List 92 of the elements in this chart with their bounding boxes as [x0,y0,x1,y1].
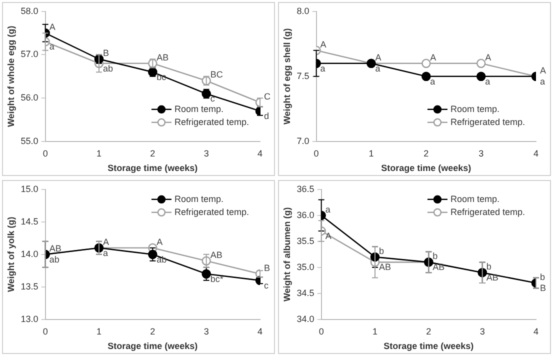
annotation: B [264,262,270,273]
y-tick-label: 14.5 [20,216,38,226]
x-tick-label: 3 [204,148,209,158]
x-tick-label: 1 [368,148,374,158]
annotation: A [325,230,332,241]
y-tick-label: 15.0 [20,184,38,194]
annotation: c [264,280,269,290]
x-axis-title: Storage time (weeks) [108,163,198,174]
y-tick-label: 14.0 [20,248,38,259]
x-axis-title: Storage time (weeks) [384,341,474,352]
y-tick-label: 36.5 [296,184,314,194]
x-tick-label: 0 [314,148,319,158]
annotation: AB [432,262,445,272]
annotation: ab [49,254,60,264]
x-tick-label: 0 [42,326,48,336]
x-tick-label: 1 [372,326,378,336]
x-axis-title: Storage time (weeks) [381,163,472,174]
y-tick-label: 36.0 [296,210,314,220]
annotation: AB [49,243,62,254]
x-tick-label: 2 [426,326,432,336]
x-tick-label: 4 [257,148,263,158]
y-tick-label: 35.0 [296,262,314,272]
annotation: AB [486,272,498,283]
annotation: bc* [210,274,224,284]
legend-label: Refrigerated temp. [450,116,526,127]
x-tick-label: 0 [318,326,324,336]
y-tick-label: 13.0 [20,314,38,324]
x-tick-label: 4 [257,326,263,336]
y-axis-title: Weight of yolk (g) [6,216,16,292]
annotation: a [49,42,54,52]
y-tick-label: 8.0 [296,6,310,16]
x-tick-label: 4 [533,326,539,336]
y-tick-label: 34.5 [296,288,314,298]
annotation: a [485,76,490,86]
y-tick-label: 34.0 [296,314,314,324]
y-axis-title: Weight of egg shell (g) [282,28,292,125]
x-tick-label: 2 [150,326,156,336]
annotation: d [264,111,270,122]
annotation: A [102,236,110,247]
x-tick-label: 4 [533,148,539,158]
x-tick-label: 2 [150,148,156,158]
legend-label: Room temp. [174,104,224,114]
legend-label: Refrigerated temp. [174,206,250,217]
annotation: BC [210,70,224,80]
annotation: AB [156,52,169,62]
x-tick-label: 3 [478,148,484,158]
annotation: a [325,204,330,214]
annotation: B [540,282,546,293]
annotation: a [102,248,108,258]
x-axis-title: Storage time (weeks) [108,341,198,352]
annotation: AB [378,262,392,272]
annotation: A [156,236,163,247]
y-tick-label: 57.0 [20,49,38,60]
y-tick-label: 7.5 [296,70,310,81]
legend-label: Room temp. [174,194,224,204]
y-axis-title: Weight of albumen (g) [282,207,292,302]
y-tick-label: 7.0 [296,136,310,146]
x-tick-label: 3 [204,326,209,336]
legend-label: Refrigerated temp. [450,206,526,217]
annotation: a [540,76,546,86]
annotation: a [430,76,436,86]
annotation: A [430,52,436,62]
annotation: A [540,65,546,76]
x-tick-label: 2 [424,148,429,158]
annotation: b [378,246,384,256]
annotation: B [102,48,110,58]
annotation: a [375,63,380,74]
annotation: b [432,251,438,262]
annotation: A [485,52,492,62]
annotation: ab [102,63,114,74]
annotation: A [375,52,382,62]
annotation: b [486,262,492,272]
x-tick-label: 0 [42,148,48,158]
annotation: c [210,94,216,104]
annotation: b [540,272,546,282]
y-tick-label: 56.0 [20,92,38,103]
annotation: a [320,63,326,74]
y-axis-title: Weight of whole egg (g) [6,26,16,128]
annotation: AB [210,250,222,260]
y-tick-label: 35.5 [296,236,314,246]
y-tick-label: 58.0 [20,6,38,16]
x-tick-label: 3 [480,326,485,336]
legend-label: Refrigerated temp. [174,116,250,127]
y-tick-label: 55.0 [20,136,38,146]
legend-label: Room temp. [450,194,500,204]
legend-label: Room temp. [450,104,500,114]
y-tick-label: 13.5 [20,281,38,292]
annotation: C [264,91,271,102]
x-tick-label: 1 [96,326,102,336]
annotation: A [320,39,326,50]
annotation: A [49,22,56,32]
x-tick-label: 1 [96,148,102,158]
